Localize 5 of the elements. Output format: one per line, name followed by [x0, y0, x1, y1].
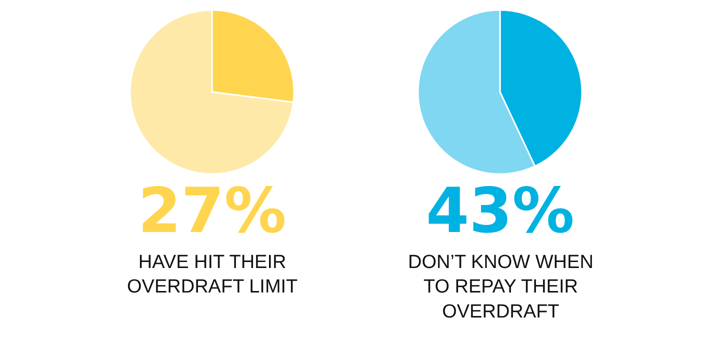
text: HAVE HIT THEIR OVERDRAFT LIMIT [127, 252, 298, 298]
text: 27% [138, 174, 286, 247]
pie-slice [129, 9, 294, 175]
text: 43% [426, 174, 574, 247]
text: DON’T KNOW WHEN TO REPAY THEIR OVERDRAFT [408, 252, 594, 322]
